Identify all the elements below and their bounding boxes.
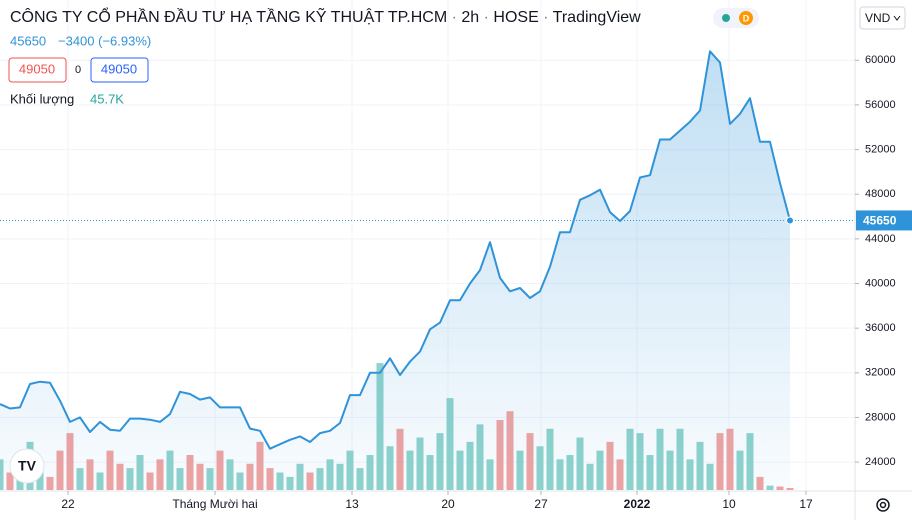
x-tick-label: 22	[61, 497, 75, 511]
y-tick-label: 44000	[865, 233, 896, 245]
y-tick-label: 48000	[865, 188, 896, 200]
chart-title: CÔNG TY CỔ PHẦN ĐẦU TƯ HẠ TẦNG KỸ THUẬT …	[10, 6, 641, 26]
last-price-badge	[856, 210, 912, 231]
y-tick-label: 36000	[865, 322, 896, 334]
y-tick-label: 52000	[865, 143, 896, 155]
price-line	[0, 50, 791, 450]
currency-button[interactable]	[859, 6, 906, 30]
spread: 0	[75, 64, 81, 76]
delay-letter: D	[743, 13, 750, 23]
sell-button[interactable]	[8, 57, 67, 83]
delay-icon	[739, 11, 753, 25]
volume-label: Khối lượng	[10, 91, 74, 106]
x-tick-label: 27	[534, 497, 548, 511]
area	[0, 51, 790, 491]
exchange: HOSE	[493, 9, 538, 26]
x-tick-label: 13	[345, 497, 359, 511]
y-tick-label: 24000	[865, 456, 896, 468]
last-price: 45650	[10, 33, 46, 48]
interval: 2h	[461, 9, 479, 26]
sell-price: 49050	[19, 61, 55, 76]
x-tick-label: 20	[441, 497, 455, 511]
logo-text: TV	[18, 458, 37, 474]
dropdown-arrow	[893, 15, 901, 21]
y-tick-label: 60000	[865, 54, 896, 66]
x-tick-label: 10	[722, 497, 736, 511]
y-tick-label: 40000	[865, 277, 896, 289]
last-point	[786, 216, 794, 225]
x-tick-label: Tháng Mười hai	[172, 497, 257, 511]
y-tick-label: 32000	[865, 367, 896, 379]
currency: VND	[865, 11, 891, 25]
y-tick-label: 56000	[865, 99, 896, 111]
change: −3400 (−6.93%)	[58, 33, 151, 48]
tv-logo[interactable]: TV	[9, 448, 45, 484]
volume-value: 45.7K	[90, 91, 124, 106]
buy-button[interactable]	[90, 57, 149, 83]
buy-price: 49050	[101, 61, 137, 76]
y-tick-label: 28000	[865, 411, 896, 423]
x-tick-label: 2022	[624, 497, 651, 511]
status-dot	[722, 14, 730, 22]
source: TradingView	[553, 9, 641, 26]
last-price-label: 45650	[863, 214, 897, 228]
title: CÔNG TY CỔ PHẦN ĐẦU TƯ HẠ TẦNG KỸ THUẬT …	[10, 6, 447, 26]
settings-icon[interactable]	[876, 498, 890, 512]
x-tick-label: 17	[799, 497, 813, 511]
